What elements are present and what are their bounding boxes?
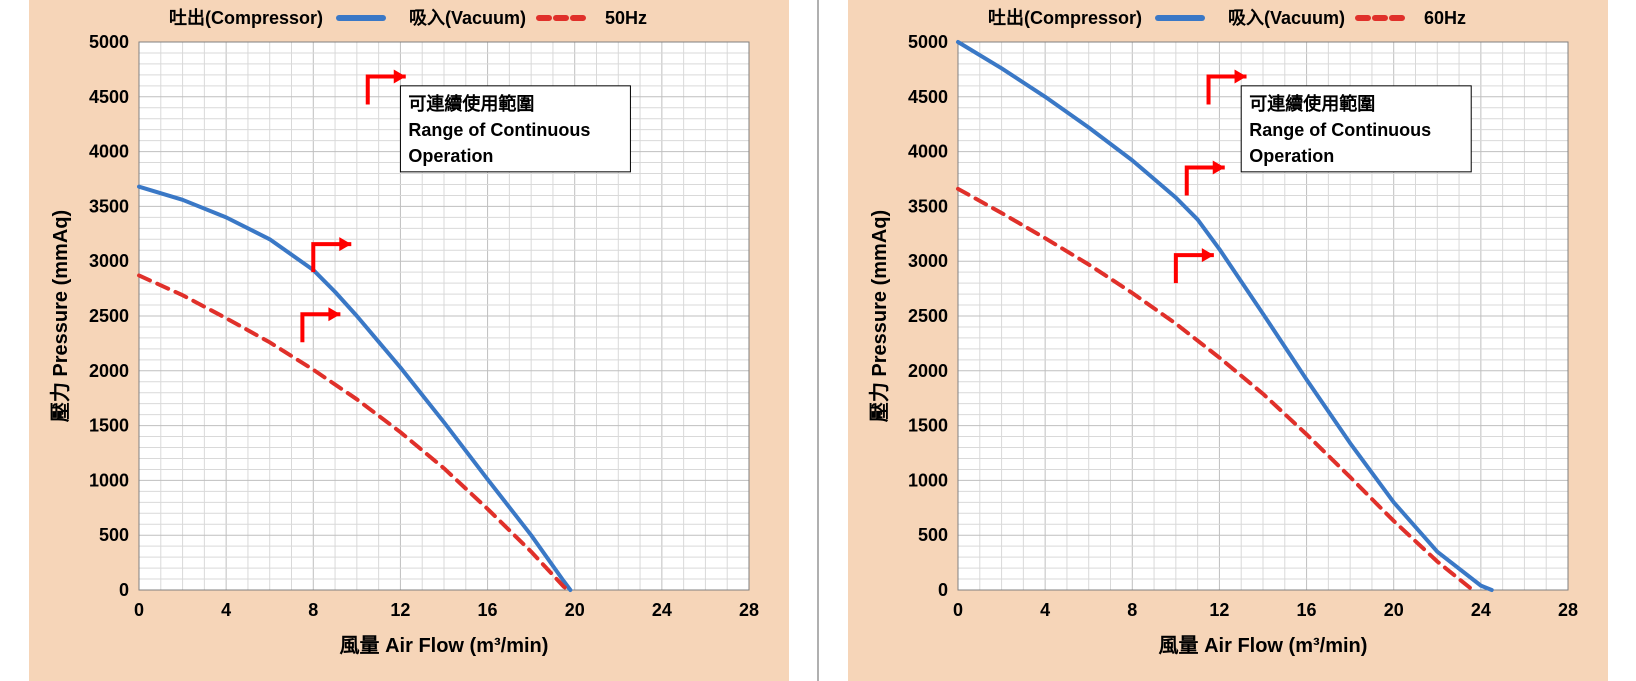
- x-tick-label: 24: [1470, 600, 1490, 620]
- x-tick-label: 28: [738, 600, 758, 620]
- legend-freq-label: 60Hz: [1424, 8, 1466, 28]
- chart-wrap-0: 0 4 8 12 16 20 24 28 0 500 1000 1500 2000 2500 3000 350…: [29, 0, 789, 681]
- annotation-line2: Range of Continuous: [1249, 120, 1431, 140]
- y-tick-label: 2500: [88, 306, 128, 326]
- x-tick-label: 0: [133, 600, 143, 620]
- y-tick-label: 4000: [88, 142, 128, 162]
- annotation-line2: Range of Continuous: [408, 120, 590, 140]
- panel-1: 0 4 8 12 16 20 24 28 0 500 1000 1500 2000 2500 3000 350…: [818, 0, 1636, 681]
- panel-0: 0 4 8 12 16 20 24 28 0 500 1000 1500 2000 2500 3000 350…: [0, 0, 818, 681]
- y-tick-label: 1000: [88, 470, 128, 490]
- x-tick-label: 12: [390, 600, 410, 620]
- y-tick-label: 4500: [907, 87, 947, 107]
- x-tick-label: 8: [1127, 600, 1137, 620]
- y-axis-label: 壓力 Pressure (mmAq): [868, 210, 891, 422]
- legend-compressor-label: 吐出(Compressor): [988, 7, 1142, 28]
- y-tick-label: 1000: [907, 470, 947, 490]
- y-tick-label: 4500: [88, 87, 128, 107]
- annotation-line3: Operation: [1249, 146, 1334, 166]
- y-tick-label: 1500: [88, 416, 128, 436]
- annotation-line3: Operation: [408, 146, 493, 166]
- x-tick-label: 16: [477, 600, 497, 620]
- y-axis-label: 壓力 Pressure (mmAq): [49, 210, 72, 422]
- x-tick-label: 16: [1296, 600, 1316, 620]
- y-tick-label: 3500: [907, 196, 947, 216]
- legend-vacuum-label: 吸入(Vacuum): [1228, 8, 1345, 28]
- performance-chart-1: 0 4 8 12 16 20 24 28 0 500 1000 1500 2000 2500 3000 350…: [848, 0, 1608, 681]
- x-tick-label: 20: [564, 600, 584, 620]
- x-tick-label: 12: [1209, 600, 1229, 620]
- legend-compressor-label: 吐出(Compressor): [169, 7, 323, 28]
- y-tick-label: 500: [98, 525, 128, 545]
- y-tick-label: 0: [118, 580, 128, 600]
- y-tick-label: 2500: [907, 306, 947, 326]
- legend-vacuum-label: 吸入(Vacuum): [409, 8, 526, 28]
- y-tick-label: 4000: [907, 142, 947, 162]
- y-tick-label: 3000: [907, 251, 947, 271]
- annotation-line1: 可連續使用範圍: [1249, 93, 1375, 114]
- x-tick-label: 0: [952, 600, 962, 620]
- x-tick-label: 28: [1557, 600, 1577, 620]
- x-tick-label: 8: [308, 600, 318, 620]
- x-axis-label: 風量 Air Flow (m³/min): [1158, 634, 1367, 657]
- chart-wrap-1: 0 4 8 12 16 20 24 28 0 500 1000 1500 2000 2500 3000 350…: [848, 0, 1608, 681]
- x-tick-label: 20: [1383, 600, 1403, 620]
- annotation-line1: 可連續使用範圍: [408, 93, 534, 114]
- y-tick-label: 500: [917, 525, 947, 545]
- y-tick-label: 2000: [88, 361, 128, 381]
- y-tick-label: 2000: [907, 361, 947, 381]
- x-axis-label: 風量 Air Flow (m³/min): [339, 634, 548, 657]
- y-tick-label: 3000: [88, 251, 128, 271]
- y-tick-label: 5000: [88, 32, 128, 52]
- x-tick-label: 24: [651, 600, 671, 620]
- y-tick-label: 0: [937, 580, 947, 600]
- x-tick-label: 4: [221, 600, 231, 620]
- legend-freq-label: 50Hz: [605, 8, 647, 28]
- performance-chart-0: 0 4 8 12 16 20 24 28 0 500 1000 1500 2000 2500 3000 350…: [29, 0, 789, 681]
- y-tick-label: 5000: [907, 32, 947, 52]
- x-tick-label: 4: [1040, 600, 1050, 620]
- y-tick-label: 1500: [907, 416, 947, 436]
- y-tick-label: 3500: [88, 196, 128, 216]
